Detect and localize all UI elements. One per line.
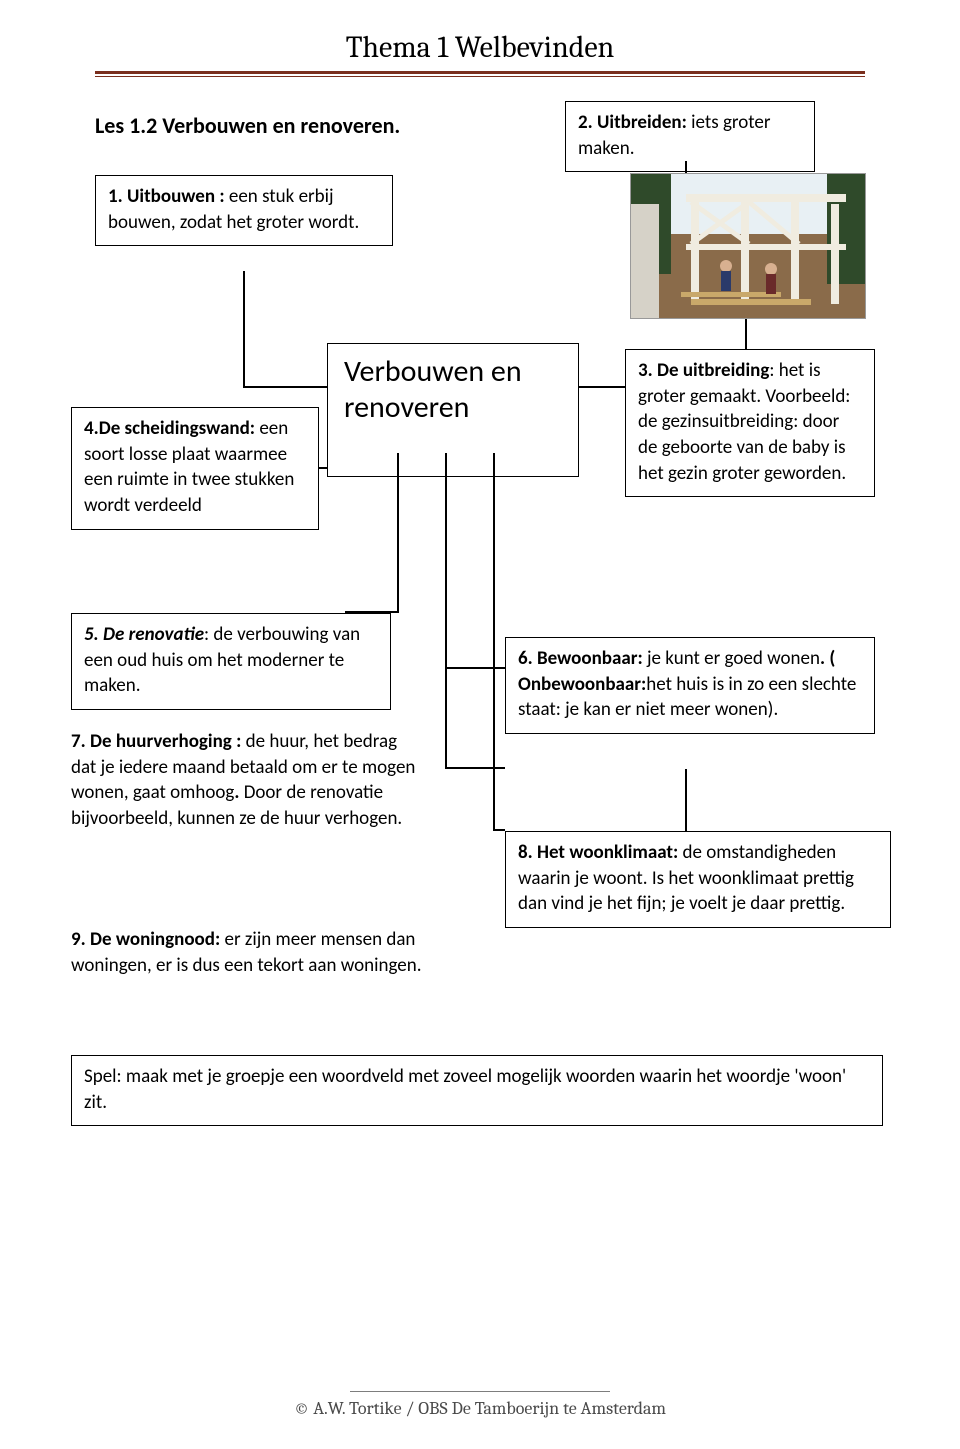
box-6-term: Bewoonbaar: (533, 647, 643, 670)
footer-rule (350, 1391, 610, 1392)
box-2-num: 2. (578, 111, 593, 134)
box-5-term: De renovatie (99, 623, 204, 646)
header-rule (95, 71, 865, 77)
box-3-term: De uitbreiding (653, 359, 770, 382)
bottom-spel-box: Spel: maak met je groepje een woordveld … (71, 1055, 883, 1126)
construction-photo (630, 173, 866, 319)
box-6-bewoonbaar: 6. Bewoonbaar: je kunt er goed wonen. ( … (505, 637, 875, 734)
box-2-term: Uitbreiden: (593, 111, 687, 134)
connector-1 (243, 271, 245, 387)
box-8-num: 8. (518, 841, 533, 864)
box-5-renovatie: 5. De renovatie: de verbouwing van een o… (71, 613, 391, 710)
box-9-num: 9. (71, 928, 86, 951)
connector-stem-m (445, 453, 447, 769)
box-4-scheidingswand: 4.De scheidingswand: een soort losse pla… (71, 407, 319, 530)
diagram-canvas: Les 1.2 Verbouwen en renoveren. 2. Uitbr… (95, 111, 865, 1291)
box-7-num: 7. (71, 730, 86, 753)
connector-c3 (579, 386, 625, 388)
box-1-num: 1. (108, 185, 123, 208)
box-1-uitbouwen: 1. Uitbouwen : een stuk erbij bouwen, zo… (95, 175, 393, 246)
bottom-spel-text: Spel: maak met je groepje een woordveld … (84, 1065, 846, 1114)
box-9-term: De woningnood: (86, 928, 220, 951)
box-7-term: De huurverhoging : (86, 730, 242, 753)
box-5-num: 5. (84, 623, 99, 646)
footer-text: © A.W. Tortike / OBS De Tamboerijn te Am… (294, 1398, 666, 1419)
page-footer: © A.W. Tortike / OBS De Tamboerijn te Am… (0, 1391, 960, 1419)
box-8-term: Het woonklimaat: (533, 841, 679, 864)
box-8-woonklimaat: 8. Het woonklimaat: de omstandigheden wa… (505, 831, 891, 928)
center-box-text: Verbouwen en renoveren (344, 353, 522, 426)
center-box: Verbouwen en renoveren (327, 343, 579, 477)
connector-to-8 (493, 829, 505, 831)
box-7-huurverhoging: 7. De huurverhoging : de huur, het bedra… (71, 729, 419, 832)
box-4-num: 4. (84, 417, 99, 440)
connector-4 (319, 467, 327, 469)
connector-2 (685, 161, 687, 173)
box-3-num: 3. (638, 359, 653, 382)
box-2-uitbreiden: 2. Uitbreiden: iets groter maken. (565, 101, 815, 172)
connector-stem-l (397, 453, 399, 613)
connector-to-6b (445, 767, 505, 769)
box-4-term: De scheidingswand: (99, 417, 255, 440)
connector-photo-3 (745, 319, 747, 349)
connector-to-5b (345, 611, 347, 614)
connector-to-6 (445, 667, 505, 669)
connector-stem-r (493, 453, 495, 831)
box-1-term: Uitbouwen : (123, 185, 225, 208)
box-3-uitbreiding: 3. De uitbreiding: het is groter gemaakt… (625, 349, 875, 497)
connector-to-5 (345, 611, 397, 613)
page-header-title: Thema 1 Welbevinden (95, 30, 865, 65)
box-9-woningnood: 9. De woningnood: er zijn meer mensen da… (71, 927, 451, 978)
connector-6-8 (685, 769, 687, 831)
box-6-num: 6. (518, 647, 533, 670)
connector-1b (243, 386, 327, 388)
lesson-title: Les 1.2 Verbouwen en renoveren. (95, 111, 495, 141)
box-6-def: je kunt er goed wonen (643, 647, 820, 670)
